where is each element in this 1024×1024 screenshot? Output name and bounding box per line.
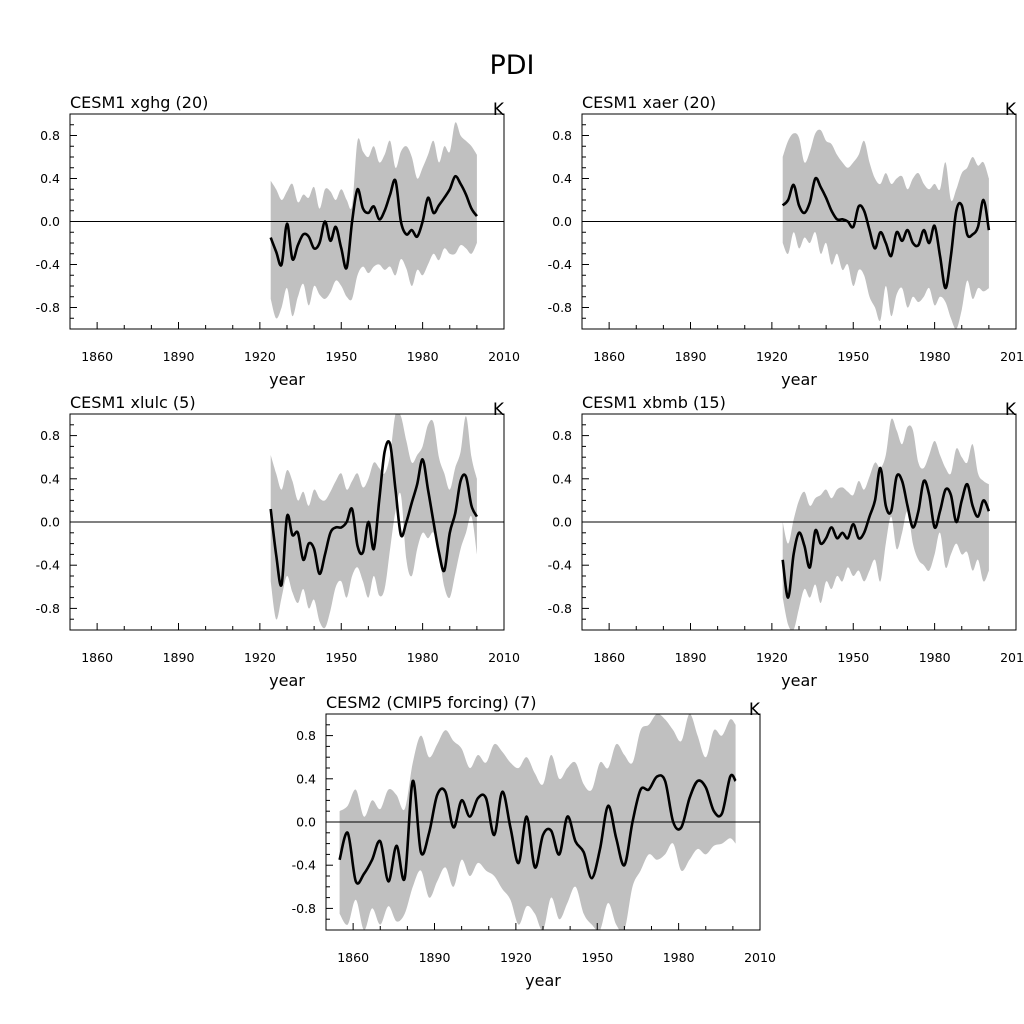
plot-area bbox=[326, 714, 760, 930]
units-label: K bbox=[1005, 100, 1017, 120]
panel-5: -0.8 -0.4 0.0 0.4 0.8 1860 1890 1920 1950 1980 201… bbox=[292, 693, 776, 990]
y-tick-label: 0.0 bbox=[296, 815, 316, 830]
x-tick-label: 2010 bbox=[488, 650, 520, 665]
y-tick-label: -0.8 bbox=[36, 601, 60, 616]
x-tick-label: 1950 bbox=[325, 650, 357, 665]
plot-area bbox=[70, 414, 504, 629]
panel-title: CESM1 xaer (20) bbox=[582, 93, 716, 112]
x-tick-label: 1920 bbox=[756, 650, 788, 665]
x-axis-label: year bbox=[781, 370, 817, 389]
units-label: K bbox=[493, 100, 505, 120]
y-tick-label: -0.4 bbox=[36, 257, 60, 272]
x-tick-label: 2010 bbox=[1000, 650, 1024, 665]
panel-1: -0.8 -0.4 0.0 0.4 0.8 1860 1890 1920 1950 1980 201… bbox=[36, 93, 520, 389]
y-tick-label: -0.8 bbox=[36, 300, 60, 315]
x-tick-label: 1890 bbox=[419, 950, 451, 965]
x-tick-label: 1980 bbox=[919, 349, 951, 364]
ensemble-mean-line bbox=[269, 174, 478, 270]
x-axis-label: year bbox=[781, 671, 817, 690]
x-tick-label: 2010 bbox=[488, 349, 520, 364]
x-tick-label: 1950 bbox=[837, 650, 869, 665]
x-tick-label: 1920 bbox=[244, 349, 276, 364]
units-label: K bbox=[493, 400, 505, 420]
x-tick-label: 1950 bbox=[581, 950, 613, 965]
ensemble-mean-line bbox=[269, 440, 479, 587]
ensemble-range-band bbox=[270, 122, 477, 319]
ensemble-range-band bbox=[782, 129, 989, 329]
figure-title: PDI bbox=[489, 50, 534, 81]
y-tick-label: -0.8 bbox=[292, 901, 316, 916]
y-tick-label: 0.0 bbox=[552, 214, 572, 229]
panel-title: CESM1 xlulc (5) bbox=[70, 393, 196, 412]
x-tick-label: 1860 bbox=[593, 349, 625, 364]
panel-2: -0.8 -0.4 0.0 0.4 0.8 1860 1890 1920 1950 1980 201… bbox=[548, 93, 1024, 389]
y-tick-label: -0.8 bbox=[548, 601, 572, 616]
ensemble-range-band bbox=[339, 714, 736, 930]
x-tick-label: 1860 bbox=[593, 650, 625, 665]
x-tick-label: 1860 bbox=[81, 349, 113, 364]
y-tick-label: 0.4 bbox=[40, 471, 60, 486]
y-tick-label: 0.8 bbox=[552, 428, 572, 443]
x-axis-label: year bbox=[269, 671, 305, 690]
ensemble-mean-line bbox=[338, 773, 737, 885]
x-tick-label: 2010 bbox=[744, 950, 776, 965]
y-tick-label: 0.0 bbox=[552, 515, 572, 530]
y-tick-label: -0.4 bbox=[548, 257, 572, 272]
panel-4: -0.8 -0.4 0.0 0.4 0.8 1860 1890 1920 1950 1980 201… bbox=[548, 393, 1024, 690]
x-tick-label: 1950 bbox=[325, 349, 357, 364]
x-tick-label: 1980 bbox=[919, 650, 951, 665]
y-tick-label: 0.4 bbox=[552, 171, 572, 186]
x-tick-label: 1920 bbox=[756, 349, 788, 364]
y-tick-label: 0.4 bbox=[296, 771, 316, 786]
y-tick-label: 0.4 bbox=[40, 171, 60, 186]
x-tick-label: 1860 bbox=[337, 950, 369, 965]
x-tick-label: 1920 bbox=[500, 950, 532, 965]
y-tick-label: -0.8 bbox=[548, 300, 572, 315]
x-tick-label: 1890 bbox=[163, 650, 195, 665]
y-tick-label: 0.8 bbox=[40, 128, 60, 143]
y-tick-label: 0.0 bbox=[40, 515, 60, 530]
panel-3: -0.8 -0.4 0.0 0.4 0.8 1860 1890 1920 1950 1980 201… bbox=[36, 393, 520, 690]
y-tick-label: 0.8 bbox=[296, 728, 316, 743]
y-tick-label: 0.4 bbox=[552, 471, 572, 486]
y-tick-label: 0.8 bbox=[552, 128, 572, 143]
x-tick-label: 1890 bbox=[675, 650, 707, 665]
ensemble-mean-line bbox=[781, 176, 991, 290]
x-tick-label: 1980 bbox=[407, 349, 439, 364]
x-tick-label: 1920 bbox=[244, 650, 276, 665]
x-tick-label: 1890 bbox=[675, 349, 707, 364]
x-tick-label: 1860 bbox=[81, 650, 113, 665]
y-tick-label: -0.4 bbox=[548, 558, 572, 573]
y-tick-label: 0.0 bbox=[40, 214, 60, 229]
plot-area bbox=[582, 418, 1016, 630]
x-tick-label: 1890 bbox=[163, 349, 195, 364]
x-axis-label: year bbox=[269, 370, 305, 389]
x-tick-label: 2010 bbox=[1000, 349, 1024, 364]
ensemble-range-band bbox=[270, 414, 477, 629]
plot-area bbox=[70, 122, 504, 319]
y-tick-label: -0.4 bbox=[292, 858, 316, 873]
units-label: K bbox=[1005, 400, 1017, 420]
y-tick-label: -0.4 bbox=[36, 558, 60, 573]
panel-title: CESM2 (CMIP5 forcing) (7) bbox=[326, 693, 537, 712]
x-tick-label: 1980 bbox=[407, 650, 439, 665]
plot-area bbox=[582, 129, 1016, 329]
panel-title: CESM1 xghg (20) bbox=[70, 93, 208, 112]
x-tick-label: 1950 bbox=[837, 349, 869, 364]
y-tick-label: 0.8 bbox=[40, 428, 60, 443]
units-label: K bbox=[749, 700, 761, 720]
panels: -0.8 -0.4 0.0 0.4 0.8 1860 1890 1920 1950 1980 201… bbox=[36, 93, 1024, 990]
ensemble-range-band bbox=[782, 418, 989, 630]
x-tick-label: 1980 bbox=[663, 950, 695, 965]
x-axis-label: year bbox=[525, 971, 561, 990]
panel-title: CESM1 xbmb (15) bbox=[582, 393, 726, 412]
ensemble-mean-line bbox=[781, 466, 991, 599]
